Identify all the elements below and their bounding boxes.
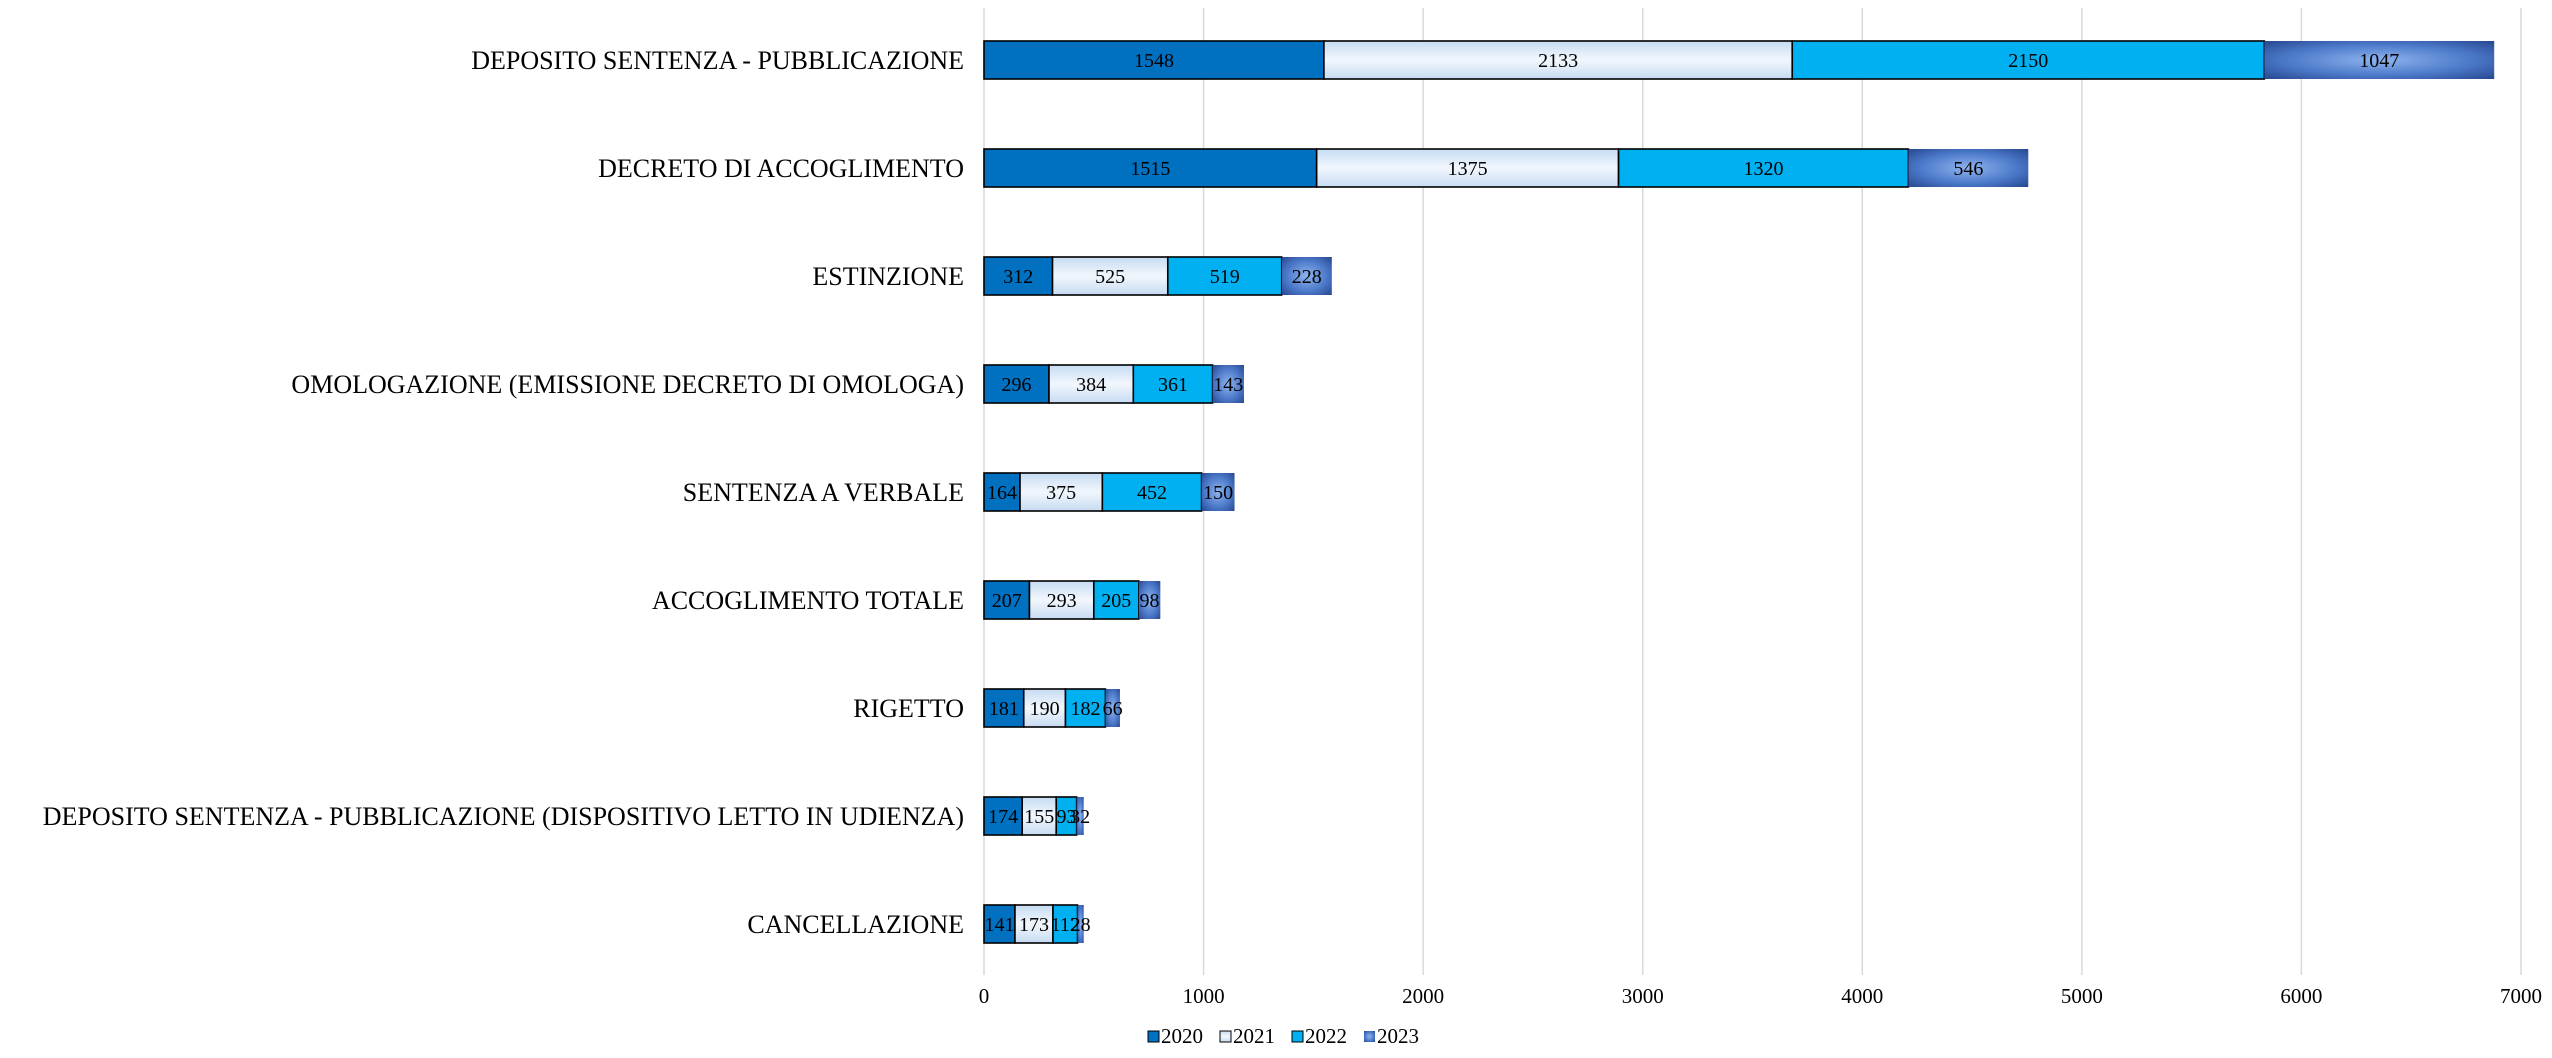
data-label: 112 bbox=[1051, 914, 1080, 936]
bar-segment-2022 bbox=[1166, 256, 1283, 296]
category-label: DEPOSITO SENTENZA - PUBBLICAZIONE (DISPO… bbox=[43, 802, 964, 831]
category-label: SENTENZA A VERBALE bbox=[683, 478, 964, 507]
bar-segment-2023 bbox=[1212, 365, 1244, 403]
bar-segment-2022 bbox=[1092, 580, 1140, 620]
x-tick-label: 4000 bbox=[1841, 984, 1883, 1008]
data-label: 1375 bbox=[1448, 158, 1488, 180]
data-label: 190 bbox=[1030, 698, 1060, 720]
data-label: 546 bbox=[1953, 158, 1983, 180]
x-tick-label: 5000 bbox=[2061, 984, 2103, 1008]
bar-segment-2021 bbox=[1021, 796, 1058, 836]
data-label: 293 bbox=[1047, 590, 1077, 612]
bar-segment-2021 bbox=[1019, 472, 1104, 512]
data-label: 32 bbox=[1070, 806, 1090, 828]
bar-segment-2020 bbox=[983, 796, 1024, 836]
data-label: 141 bbox=[984, 914, 1014, 936]
category-label: DECRETO DI ACCOGLIMENTO bbox=[598, 154, 964, 183]
x-axis-ticks: 0 1000 2000 3000 4000 5000 6000 7000 bbox=[979, 984, 2542, 1008]
category-label: RIGETTO bbox=[853, 694, 964, 723]
data-label: 1047 bbox=[2359, 50, 2399, 72]
data-label: 155 bbox=[1024, 806, 1054, 828]
data-label: 525 bbox=[1095, 266, 1125, 288]
bar-segment-2022 bbox=[1064, 688, 1107, 728]
bar-segment-2023 bbox=[1908, 149, 2029, 187]
data-label: 384 bbox=[1076, 374, 1106, 396]
category-label: OMOLOGAZIONE (EMISSIONE DECRETO DI OMOLO… bbox=[291, 370, 964, 399]
data-label: 361 bbox=[1158, 374, 1188, 396]
data-label: 28 bbox=[1071, 914, 1091, 936]
legend-swatch-2023 bbox=[1364, 1031, 1375, 1042]
bar-segment-2022 bbox=[1617, 148, 1910, 188]
legend: 2020 2021 2022 2023 bbox=[1147, 1024, 1419, 1048]
legend-swatch-2022 bbox=[1291, 1030, 1304, 1043]
data-label: 173 bbox=[1019, 914, 1049, 936]
bar-segment-2020 bbox=[983, 256, 1054, 296]
bar-segment-2021 bbox=[1051, 256, 1169, 296]
data-label: 452 bbox=[1137, 482, 1167, 504]
data-label: 93 bbox=[1056, 806, 1076, 828]
bar-segment-2023 bbox=[1105, 689, 1120, 727]
category-labels: DEPOSITO SENTENZA - PUBBLICAZIONE DECRETO… bbox=[43, 46, 964, 939]
bar-segment-2023 bbox=[1077, 905, 1084, 943]
category-label: DEPOSITO SENTENZA - PUBBLICAZIONE bbox=[471, 46, 964, 75]
data-label: 150 bbox=[1203, 482, 1233, 504]
data-label: 228 bbox=[1292, 266, 1322, 288]
bars: 1548 2133 2150 1047 1515 1375 1320 546 312 525 519… bbox=[983, 40, 2495, 944]
legend-swatch-2021 bbox=[1219, 1030, 1232, 1043]
data-label: 375 bbox=[1046, 482, 1076, 504]
bar-segment-2020 bbox=[983, 148, 1318, 188]
legend-swatch-2020 bbox=[1147, 1030, 1160, 1043]
bar-segment-2020 bbox=[983, 472, 1021, 512]
legend-label: 2021 bbox=[1233, 1024, 1275, 1048]
bar-segment-2021 bbox=[1014, 904, 1054, 944]
bar-segment-2020 bbox=[983, 364, 1050, 404]
data-label: 164 bbox=[987, 482, 1017, 504]
data-label: 66 bbox=[1103, 698, 1123, 720]
legend-label: 2020 bbox=[1161, 1024, 1203, 1048]
bar-segment-2020 bbox=[983, 580, 1031, 620]
bar-segment-2021 bbox=[1323, 40, 1794, 80]
data-label: 312 bbox=[1003, 266, 1033, 288]
bar-segment-2020 bbox=[983, 40, 1325, 80]
data-label: 1515 bbox=[1130, 158, 1170, 180]
legend-label: 2023 bbox=[1377, 1024, 1419, 1048]
data-label: 98 bbox=[1140, 590, 1160, 612]
data-label: 1548 bbox=[1134, 50, 1174, 72]
data-label: 296 bbox=[1001, 374, 1031, 396]
data-label: 182 bbox=[1070, 698, 1100, 720]
bar-segment-2021 bbox=[1028, 580, 1095, 620]
x-tick-label: 1000 bbox=[1183, 984, 1225, 1008]
data-label: 1320 bbox=[1743, 158, 1783, 180]
data-label: 519 bbox=[1210, 266, 1240, 288]
x-tick-label: 2000 bbox=[1402, 984, 1444, 1008]
x-tick-label: 7000 bbox=[2500, 984, 2542, 1008]
x-tick-label: 0 bbox=[979, 984, 990, 1008]
x-tick-label: 6000 bbox=[2280, 984, 2322, 1008]
bar-segment-2023 bbox=[2264, 41, 2495, 79]
data-label: 143 bbox=[1213, 374, 1243, 396]
bar-segment-2021 bbox=[1315, 148, 1620, 188]
data-label: 207 bbox=[992, 590, 1022, 612]
legend-label: 2022 bbox=[1305, 1024, 1347, 1048]
bar-segment-2020 bbox=[983, 688, 1025, 728]
data-label: 2133 bbox=[1538, 50, 1578, 72]
data-label: 181 bbox=[989, 698, 1019, 720]
bar-segment-2023 bbox=[1076, 797, 1084, 835]
bar-segment-2023 bbox=[1138, 581, 1161, 619]
data-label: 205 bbox=[1101, 590, 1131, 612]
bar-segment-2023 bbox=[1201, 473, 1235, 511]
category-label: CANCELLAZIONE bbox=[747, 910, 964, 939]
bar-segment-2021 bbox=[1022, 688, 1067, 728]
data-label: 174 bbox=[988, 806, 1018, 828]
category-label: ACCOGLIMENTO TOTALE bbox=[652, 586, 964, 615]
category-label: ESTINZIONE bbox=[812, 262, 964, 291]
bar-segment-2023 bbox=[1281, 257, 1332, 295]
x-tick-label: 3000 bbox=[1622, 984, 1664, 1008]
bar-segment-2021 bbox=[1048, 364, 1135, 404]
data-label: 2150 bbox=[2008, 50, 2048, 72]
